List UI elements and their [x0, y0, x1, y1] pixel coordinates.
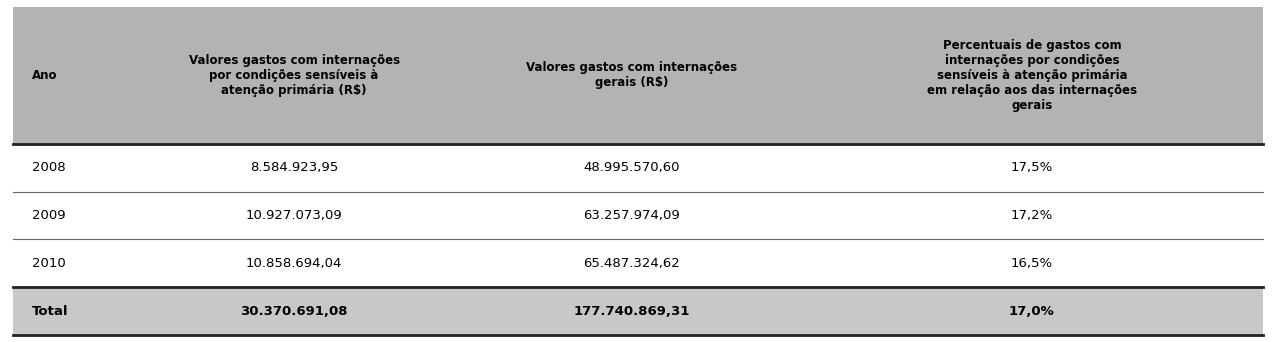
Text: 65.487.324,62: 65.487.324,62 [583, 257, 680, 270]
Bar [125, 7, 463, 144]
Text: 10.858.694,04: 10.858.694,04 [246, 257, 342, 270]
Bar [13, 287, 125, 335]
Text: 2010: 2010 [32, 257, 65, 270]
Text: Valores gastos com internações
por condições sensíveis à
atenção primária (R$): Valores gastos com internações por condi… [189, 54, 399, 97]
Bar [800, 144, 1263, 192]
Bar [13, 239, 125, 287]
Text: 8.584.923,95: 8.584.923,95 [250, 161, 338, 174]
Bar [463, 192, 800, 239]
Text: 17,2%: 17,2% [1011, 209, 1053, 222]
Text: 2009: 2009 [32, 209, 65, 222]
Text: 2008: 2008 [32, 161, 65, 174]
Text: Ano: Ano [32, 69, 57, 82]
Text: 10.927.073,09: 10.927.073,09 [246, 209, 342, 222]
Bar [13, 144, 125, 192]
Bar [800, 239, 1263, 287]
Text: 17,0%: 17,0% [1009, 305, 1055, 318]
Bar [13, 192, 125, 239]
Text: 30.370.691,08: 30.370.691,08 [240, 305, 348, 318]
Bar [125, 192, 463, 239]
Text: Valores gastos com internações
gerais (R$): Valores gastos com internações gerais (R… [526, 61, 738, 89]
Bar [800, 7, 1263, 144]
Bar [800, 287, 1263, 335]
Text: 177.740.869,31: 177.740.869,31 [573, 305, 690, 318]
Bar [463, 239, 800, 287]
Bar [125, 239, 463, 287]
Text: 48.995.570,60: 48.995.570,60 [583, 161, 680, 174]
Text: 63.257.974,09: 63.257.974,09 [583, 209, 680, 222]
Bar [800, 192, 1263, 239]
Text: Percentuais de gastos com
internações por condições
sensíveis à atenção primária: Percentuais de gastos com internações po… [926, 39, 1137, 112]
Bar [125, 144, 463, 192]
Bar [125, 287, 463, 335]
Text: 17,5%: 17,5% [1011, 161, 1053, 174]
Bar [13, 7, 125, 144]
Text: 16,5%: 16,5% [1011, 257, 1053, 270]
Bar [463, 7, 800, 144]
Bar [463, 287, 800, 335]
Text: Total: Total [32, 305, 69, 318]
Bar [463, 144, 800, 192]
